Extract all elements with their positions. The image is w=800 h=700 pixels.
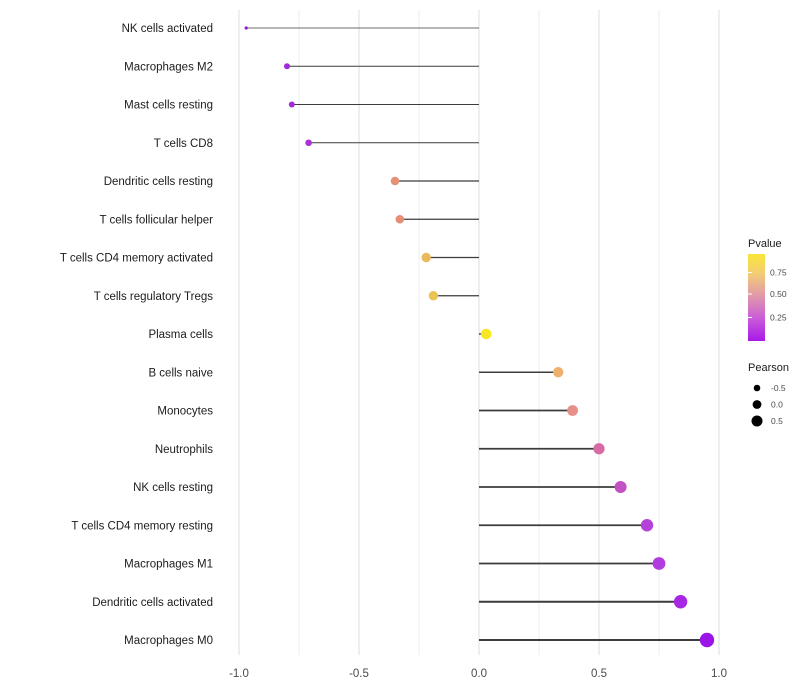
row-label: Neutrophils	[155, 444, 213, 456]
row-label: Plasma cells	[148, 329, 213, 341]
row-label: Macrophages M2	[124, 61, 213, 73]
lollipop-dot	[305, 139, 312, 147]
x-axis-tick-label: 0.0	[471, 668, 487, 680]
row-label: B cells naive	[148, 367, 213, 379]
lollipop-dot	[288, 101, 295, 108]
x-axis-tick-label: -0.5	[349, 668, 369, 680]
row-label: Dendritic cells resting	[104, 176, 213, 188]
row-label: Monocytes	[157, 406, 213, 418]
x-axis-tick-label: 0.5	[591, 668, 607, 680]
lollipop-dot	[421, 252, 431, 263]
row-label: Mast cells resting	[124, 100, 213, 112]
pvalue-legend-tick-label: 0.25	[770, 313, 787, 323]
lollipop-dot	[244, 26, 248, 30]
row-label: Macrophages M1	[124, 559, 213, 571]
pvalue-legend-tick-label: 0.50	[770, 289, 787, 299]
pearson-legend-dot	[752, 400, 762, 409]
pearson-legend-label: -0.5	[771, 383, 786, 393]
lollipop-dot	[640, 519, 654, 532]
lollipop-dot	[428, 291, 439, 301]
lollipop-dot	[480, 328, 492, 340]
lollipop-dot	[390, 176, 400, 186]
row-label: Macrophages M0	[124, 635, 213, 647]
row-label: NK cells activated	[122, 23, 213, 35]
row-label: T cells regulatory Tregs	[94, 291, 214, 303]
lollipop-dot	[614, 481, 627, 493]
pearson-legend-dot	[751, 415, 763, 427]
lollipop-dot	[652, 557, 666, 570]
row-label: T cells follicular helper	[99, 214, 213, 226]
x-axis-tick-label: 1.0	[711, 668, 727, 680]
pearson-legend-title: Pearson	[748, 362, 789, 374]
row-label: T cells CD4 memory activated	[60, 253, 213, 265]
pvalue-legend-tick-label: 0.75	[770, 268, 787, 278]
row-label: T cells CD8	[154, 138, 213, 150]
row-label: T cells CD4 memory resting	[71, 520, 213, 532]
pvalue-legend-title: Pvalue	[748, 238, 782, 250]
lollipop-dot	[395, 214, 405, 224]
lollipop-dot	[593, 443, 605, 455]
lollipop-dot	[553, 367, 564, 378]
pvalue-gradient-bar	[748, 254, 765, 341]
lollipop-dot	[284, 63, 290, 70]
pearson-legend-dot	[753, 384, 761, 392]
lollipop-dot	[567, 405, 578, 416]
pearson-legend-label: 0.0	[771, 400, 783, 410]
row-label: NK cells resting	[133, 482, 213, 494]
lollipop-dot	[699, 632, 715, 648]
pearson-legend-label: 0.5	[771, 416, 783, 426]
row-label: Dendritic cells activated	[92, 597, 213, 609]
lollipop-dot	[673, 595, 688, 609]
x-axis-tick-label: -1.0	[229, 668, 249, 680]
